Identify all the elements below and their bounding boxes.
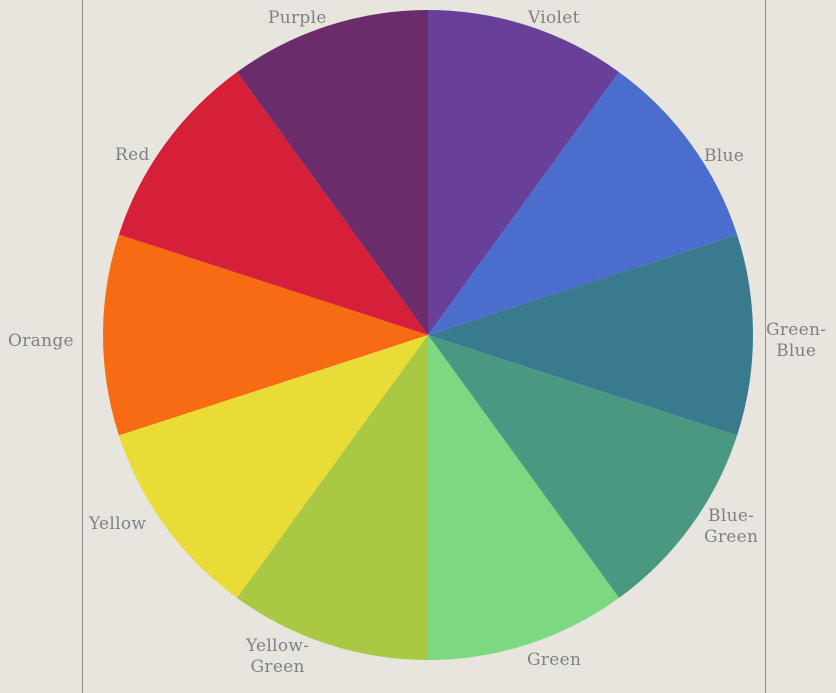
label-green: Green (527, 650, 582, 670)
wheel-segment-orange (102, 234, 428, 436)
right-border-line (765, 0, 766, 693)
label-green-blue: Green- Blue (766, 320, 827, 361)
label-yellow-green: Yellow- Green (246, 636, 310, 677)
wheel-segment-blue-green (428, 335, 738, 598)
wheel-segment-yellow (118, 335, 429, 598)
wheel-segment-green-blue (428, 234, 753, 436)
wheel-segment-blue (428, 72, 738, 336)
label-blue: Blue (704, 146, 745, 166)
wheel-segment-green (428, 335, 620, 660)
wheel-segment-purple (236, 10, 428, 335)
label-orange: Orange (8, 331, 74, 351)
label-blue-green: Blue- Green (704, 506, 759, 547)
wheel-segment-violet (428, 10, 620, 335)
label-purple: Purple (268, 8, 327, 28)
label-violet: Violet (528, 8, 580, 28)
label-red: Red (115, 145, 150, 165)
left-border-line (82, 0, 83, 693)
label-yellow: Yellow (89, 514, 147, 534)
wheel-segment-red (118, 72, 429, 336)
wheel-segment-yellow-green (236, 335, 428, 660)
